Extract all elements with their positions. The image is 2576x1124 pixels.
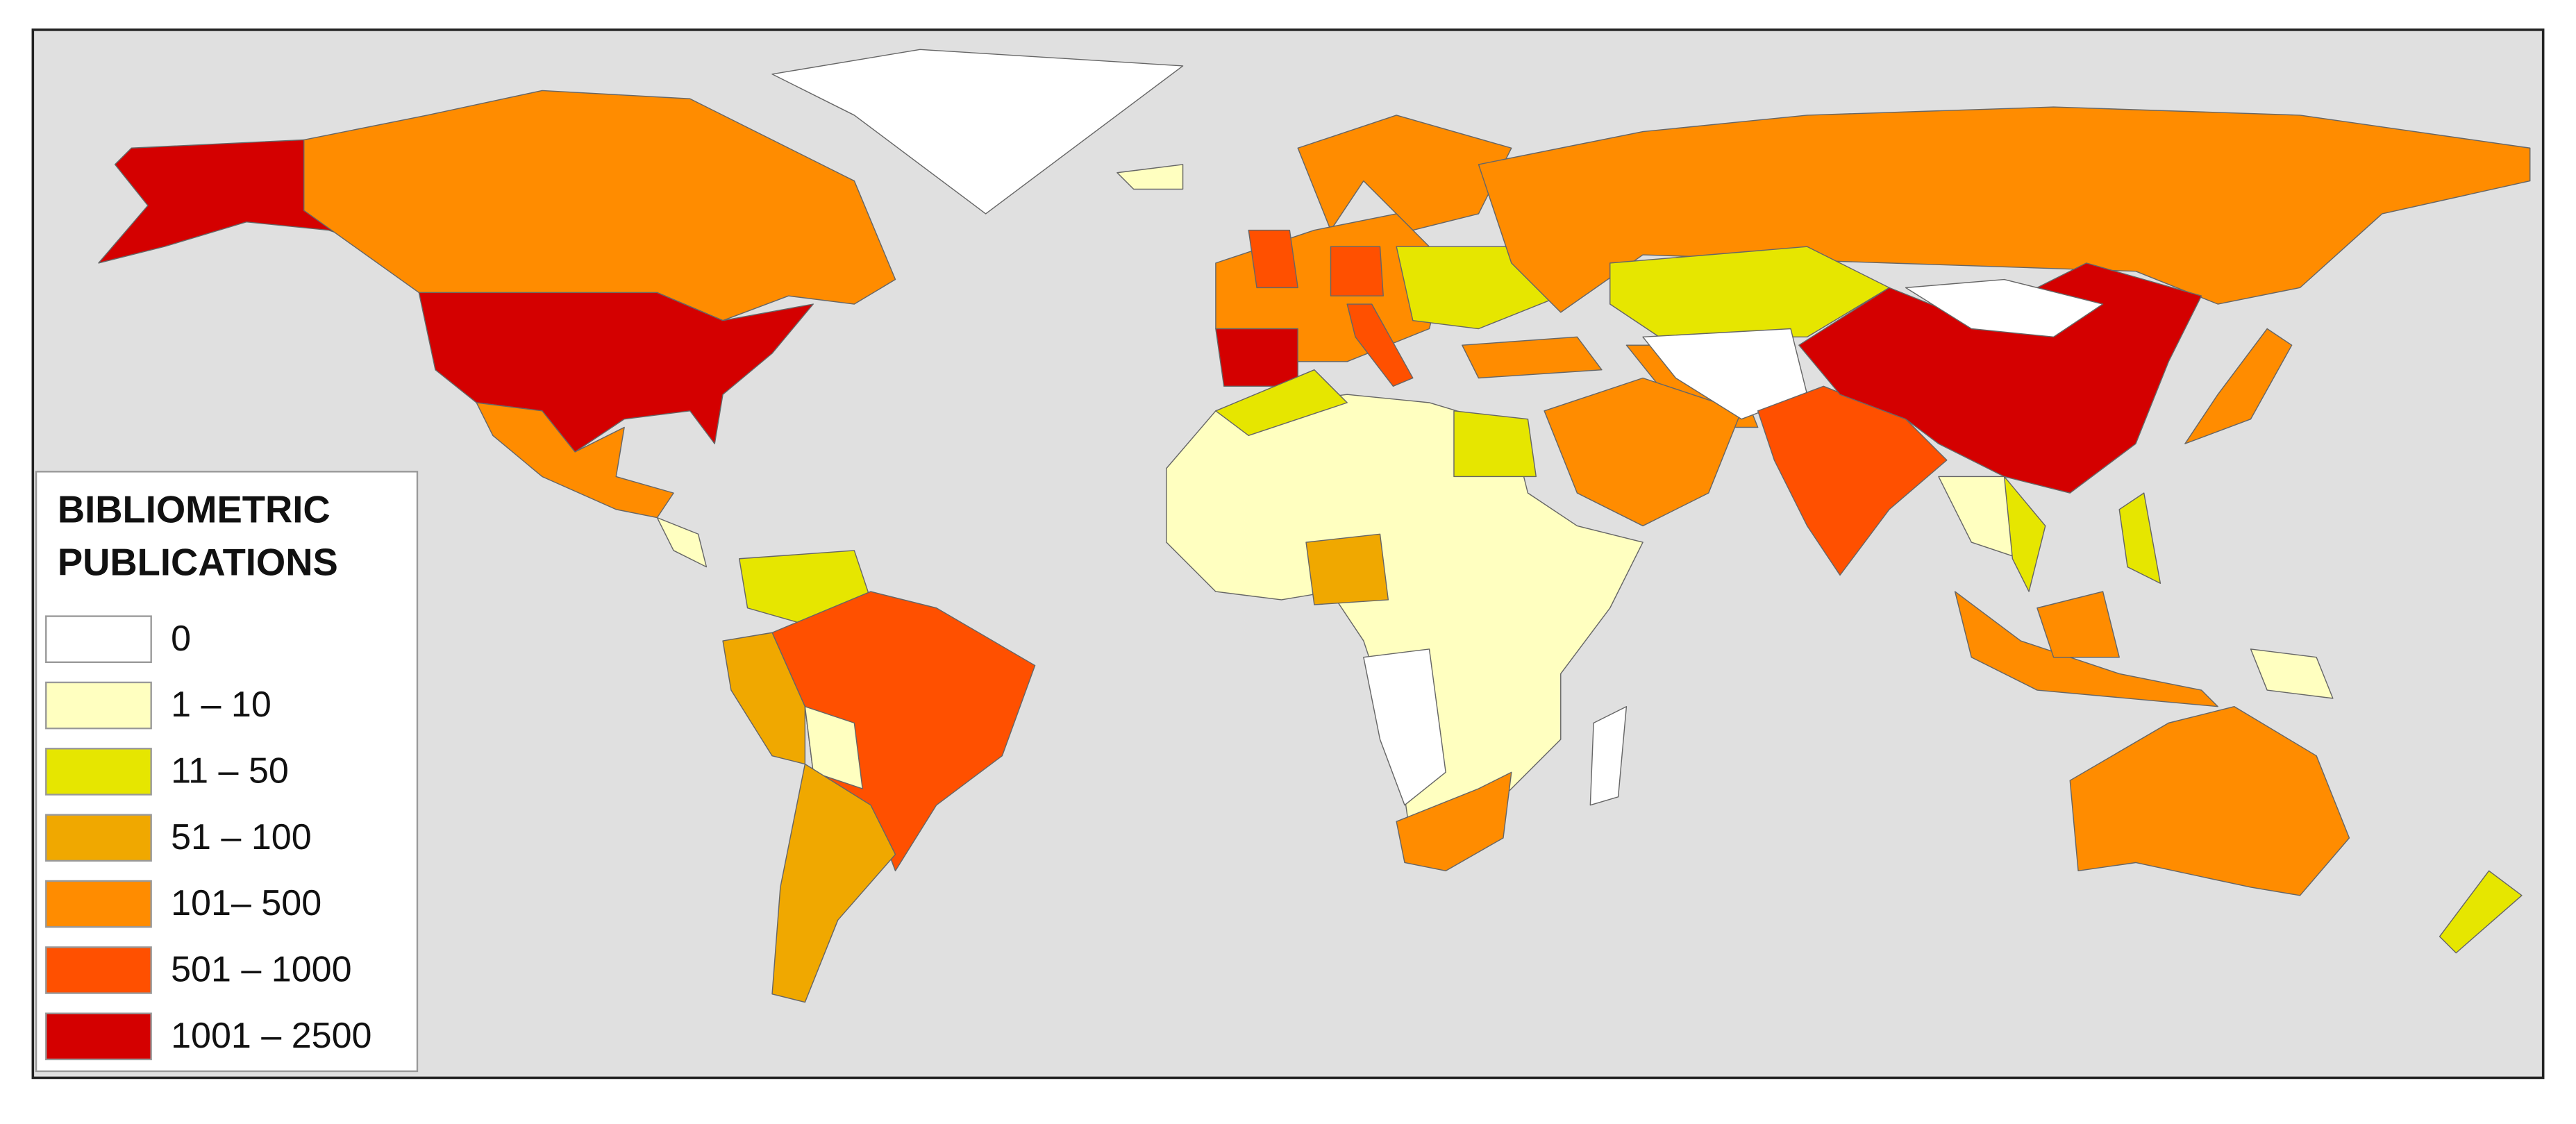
countries — [98, 49, 2531, 1003]
country-region — [1297, 115, 1512, 231]
legend-label: 0 — [171, 619, 191, 659]
country-region — [1589, 706, 1628, 806]
country-region — [1215, 328, 1298, 387]
legend-swatch — [45, 1012, 152, 1061]
country-region — [1453, 410, 1537, 478]
country-region — [1215, 369, 1348, 437]
legend-label: 11 – 50 — [171, 751, 289, 791]
country-region — [771, 49, 1184, 215]
country-region — [2003, 476, 2046, 592]
legend-swatch — [45, 880, 152, 928]
legend-swatch — [45, 681, 152, 730]
legend-swatch — [45, 615, 152, 664]
country-region — [1954, 591, 2218, 707]
country-region — [476, 402, 674, 519]
country-region — [1478, 106, 2531, 313]
country-region — [2036, 591, 2120, 658]
legend-items: 0 1 – 10 11 – 50 51 – 100 101– 500 501 – 1000… — [45, 615, 372, 1061]
country-region — [1346, 303, 1414, 387]
country-region — [1330, 246, 1384, 296]
country-region — [2069, 706, 2350, 896]
country-region — [1248, 229, 1298, 289]
country-region — [2118, 492, 2161, 584]
country-region — [771, 763, 896, 1003]
legend-label: 1001 – 2500 — [171, 1016, 371, 1056]
legend-swatch — [45, 946, 152, 994]
legend-swatch — [45, 814, 152, 862]
country-region — [2439, 870, 2523, 954]
legend-title: BIBLIOMETRIC — [58, 489, 331, 531]
country-region — [2250, 648, 2334, 699]
country-region — [2184, 328, 2293, 444]
legend-title: PUBLICATIONS — [58, 541, 338, 583]
country-region — [1396, 771, 1512, 872]
country-region — [1544, 377, 1742, 527]
country-region — [1462, 336, 1603, 379]
legend-swatch — [45, 748, 152, 796]
legend-label: 1 – 10 — [171, 685, 271, 725]
country-region — [804, 706, 863, 789]
legend-label: 51 – 100 — [171, 817, 312, 857]
legend-label: 501 – 1000 — [171, 950, 352, 990]
country-region — [1609, 246, 1890, 338]
country-region — [1905, 278, 2104, 338]
legend-label: 101– 500 — [171, 883, 321, 923]
country-region — [1116, 164, 1184, 190]
country-region — [1363, 648, 1446, 806]
country-region — [1305, 533, 1389, 605]
country-region — [656, 517, 708, 568]
